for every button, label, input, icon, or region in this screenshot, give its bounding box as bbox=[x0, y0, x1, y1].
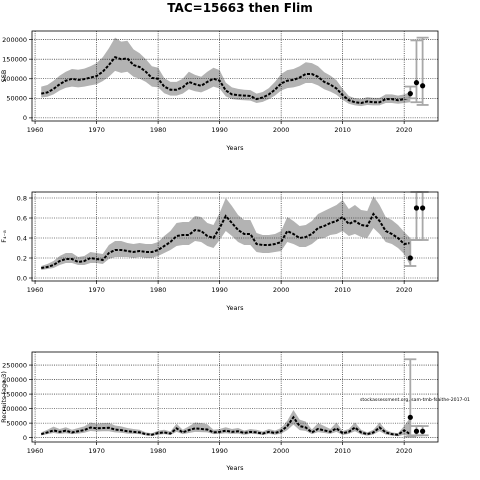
confidence-band bbox=[41, 410, 411, 437]
watermark-note: stockassessment.org, sam-tmb-fsaithe-201… bbox=[360, 397, 470, 403]
x-tick-label: 1980 bbox=[150, 447, 167, 455]
y-tick-label: 0.6 bbox=[17, 214, 27, 222]
y-tick-label: 0 bbox=[23, 114, 27, 122]
x-tick-label: 2010 bbox=[334, 447, 351, 455]
y-tick-label: 250000 bbox=[2, 361, 27, 369]
y-tick-label: 200000 bbox=[2, 36, 27, 44]
projection-point bbox=[407, 414, 413, 420]
projection-point bbox=[413, 205, 420, 211]
confidence-band bbox=[41, 37, 411, 107]
x-tick-label: 1970 bbox=[88, 447, 105, 455]
y-tick-label: 0.8 bbox=[17, 194, 27, 202]
y-tick-label: 50000 bbox=[6, 95, 27, 103]
x-tick-label: 1990 bbox=[211, 286, 228, 294]
plot-frame bbox=[31, 30, 439, 122]
x-axis-label: Years bbox=[225, 464, 244, 472]
x-axis-label: Years bbox=[225, 144, 244, 152]
projection-point bbox=[413, 428, 420, 434]
x-tick-label: 1960 bbox=[27, 447, 44, 455]
x-tick-label: 2010 bbox=[334, 126, 351, 134]
x-tick-label: 1990 bbox=[211, 126, 228, 134]
projection-point bbox=[407, 255, 413, 261]
y-tick-label: 50000 bbox=[6, 419, 27, 427]
estimate-line bbox=[40, 415, 411, 436]
x-tick-label: 1980 bbox=[150, 286, 167, 294]
x-tick-label: 2020 bbox=[396, 447, 413, 455]
x-tick-label: 2000 bbox=[273, 286, 290, 294]
y-tick-label: 0.2 bbox=[17, 254, 27, 262]
panel-3: 1960 1970 1980 1990 2000 2010 2020 0 50000 100000… bbox=[0, 351, 470, 472]
projection-point bbox=[420, 428, 426, 434]
y-tick-label: 0.0 bbox=[17, 274, 27, 282]
plot-frame bbox=[31, 191, 439, 282]
x-tick-label: 2010 bbox=[334, 286, 351, 294]
x-tick-label: 2020 bbox=[396, 286, 413, 294]
projection-point bbox=[420, 205, 426, 211]
x-tick-label: 1980 bbox=[150, 126, 167, 134]
panel-1: 1960 1970 1980 1990 2000 2010 2020 0 50000 100000… bbox=[0, 30, 439, 152]
y-tick-label: 100000 bbox=[2, 405, 27, 413]
y-tick-label: 150000 bbox=[2, 55, 27, 63]
figure-title: TAC=15663 then Flim bbox=[167, 1, 312, 15]
projection-point bbox=[420, 83, 426, 89]
panels: 1960 1970 1980 1990 2000 2010 2020 0 50000 100000… bbox=[0, 30, 470, 472]
x-tick-label: 2020 bbox=[396, 126, 413, 134]
x-tick-label: 2000 bbox=[273, 126, 290, 134]
y-tick-label: 0 bbox=[23, 434, 27, 442]
panel-2: 1960 1970 1980 1990 2000 2010 2020 0.0 0.2 0.4 0.6… bbox=[0, 191, 439, 312]
y-axis-label: SSB bbox=[0, 70, 8, 83]
estimate-line bbox=[41, 56, 411, 105]
x-tick-label: 1990 bbox=[211, 447, 228, 455]
y-tick-label: 150000 bbox=[2, 390, 27, 398]
x-tick-label: 2000 bbox=[273, 447, 290, 455]
projection-point bbox=[407, 91, 413, 97]
y-tick-label: 0.4 bbox=[17, 234, 27, 242]
estimate-line bbox=[41, 212, 411, 269]
y-tick-label: 200000 bbox=[2, 376, 27, 384]
y-tick-label: 100000 bbox=[2, 75, 27, 83]
x-tick-label: 1960 bbox=[27, 126, 44, 134]
x-tick-label: 1960 bbox=[27, 286, 44, 294]
plot-frame bbox=[31, 351, 439, 443]
projection-point bbox=[413, 80, 420, 86]
x-tick-label: 1970 bbox=[88, 126, 105, 134]
y-axis-label: F₄₋₈ bbox=[0, 230, 8, 243]
x-tick-label: 1970 bbox=[88, 286, 105, 294]
x-axis-label: Years bbox=[225, 304, 244, 312]
y-axis-label: Recruits (age 3) bbox=[0, 371, 8, 423]
